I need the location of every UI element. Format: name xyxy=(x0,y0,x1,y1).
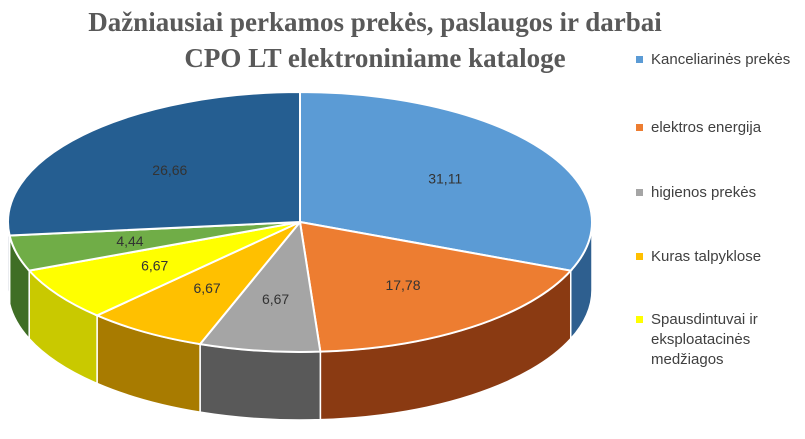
data-label-3: 6,67 xyxy=(193,280,220,296)
legend-swatch-2 xyxy=(636,189,643,196)
data-label-0: 31,11 xyxy=(428,170,462,186)
pie-slice-4 xyxy=(27,221,301,317)
chart-title-line-1: Dažniausiai perkamos prekės, paslaugos i… xyxy=(88,7,662,37)
data-label-4: 6,67 xyxy=(141,258,168,274)
data-label-1: 17,78 xyxy=(385,277,420,293)
chart-title-line-2: CPO LT elektroniniame kataloge xyxy=(184,43,566,73)
data-label-5: 4,44 xyxy=(116,233,143,249)
pie-slice-side-2 xyxy=(199,343,322,421)
legend-item-4: Spausdintuvai ir eksploatacinės medžiago… xyxy=(632,310,802,370)
legend-label-1: elektros energija xyxy=(651,119,762,136)
pie-slice-1 xyxy=(298,220,573,353)
legend-swatch-3 xyxy=(636,253,643,260)
legend-label-4: Spausdintuvai ir eksploatacinės medžiago… xyxy=(651,311,758,368)
data-label-2: 6,67 xyxy=(262,291,289,307)
legend-item-1: elektros energija xyxy=(632,118,802,138)
pie-slice-6 xyxy=(7,90,301,237)
data-label-6: 26,66 xyxy=(152,162,187,178)
legend-swatch-0 xyxy=(636,56,643,63)
pie-slice-2 xyxy=(198,219,322,353)
legend-label-2: higienos prekės xyxy=(651,184,757,201)
pie-slice-0 xyxy=(299,90,593,272)
legend-swatch-4 xyxy=(636,316,643,323)
legend-label-3: Kuras talpyklose xyxy=(651,248,762,265)
legend-item-0: Kanceliarinės prekės xyxy=(632,50,802,70)
legend-label-0: Kanceliarinės prekės xyxy=(651,51,791,68)
chart-title: Dažniausiai perkamos prekės, paslaugos i… xyxy=(70,4,680,76)
pie-slice-3 xyxy=(94,221,301,346)
legend-item-3: Kuras talpyklose xyxy=(632,247,802,267)
legend-swatch-1 xyxy=(636,124,643,131)
legend-item-2: higienos prekės xyxy=(632,183,802,203)
